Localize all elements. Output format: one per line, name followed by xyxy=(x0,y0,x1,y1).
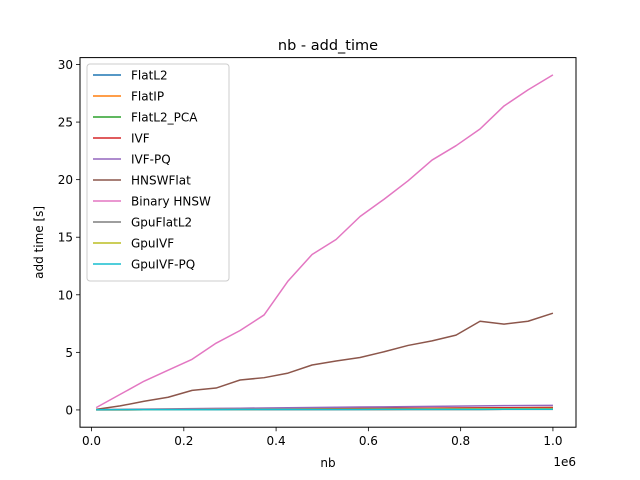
legend-box xyxy=(86,63,230,282)
legend-label: FlatL2_PCA xyxy=(131,111,198,125)
y-tick-label: 15 xyxy=(58,231,73,245)
x-axis-ticks: 0.0 0.2 0.4 0.6 0.8 1.0 xyxy=(82,427,562,448)
legend-label: IVF-PQ xyxy=(131,153,171,167)
plot-lines xyxy=(95,74,554,411)
y-tick-label: 25 xyxy=(58,116,73,130)
series-line-6 xyxy=(95,74,554,409)
x-axis-label: nb xyxy=(320,456,335,470)
legend-label: GpuIVF-PQ xyxy=(131,258,195,272)
y-tick-label: 10 xyxy=(58,288,73,302)
chart-title: nb - add_time xyxy=(278,38,378,54)
y-tick-label: 5 xyxy=(65,346,73,360)
legend-label: Binary HNSW xyxy=(131,195,211,209)
legend: FlatL2 FlatIP FlatL2_PCA IVF IVF-PQ HNSWFlat B… xyxy=(86,63,230,282)
legend-label: FlatIP xyxy=(131,90,164,104)
y-tick-label: 30 xyxy=(58,58,73,72)
x-tick-label: 0.6 xyxy=(359,434,378,448)
y-tick-label: 0 xyxy=(65,403,73,417)
plot-frame xyxy=(79,57,577,428)
legend-label: HNSWFlat xyxy=(131,174,191,188)
y-axis-label: add time [s] xyxy=(32,206,46,279)
x-tick-label: 0.2 xyxy=(174,434,193,448)
x-tick-label: 0.4 xyxy=(267,434,286,448)
y-axis-ticks: 0 5 10 15 20 25 30 xyxy=(58,58,80,417)
x-axis-offset-label: 1e6 xyxy=(553,455,576,469)
series-line-5 xyxy=(96,312,554,411)
legend-label: GpuFlatL2 xyxy=(131,216,192,230)
legend-label: FlatL2 xyxy=(131,69,168,83)
legend-label: GpuIVF xyxy=(131,237,174,251)
x-tick-label: 0.8 xyxy=(451,434,470,448)
x-tick-label: 1.0 xyxy=(543,434,562,448)
legend-label: IVF xyxy=(131,132,150,146)
y-tick-label: 20 xyxy=(58,173,73,187)
x-tick-label: 0.0 xyxy=(82,434,101,448)
